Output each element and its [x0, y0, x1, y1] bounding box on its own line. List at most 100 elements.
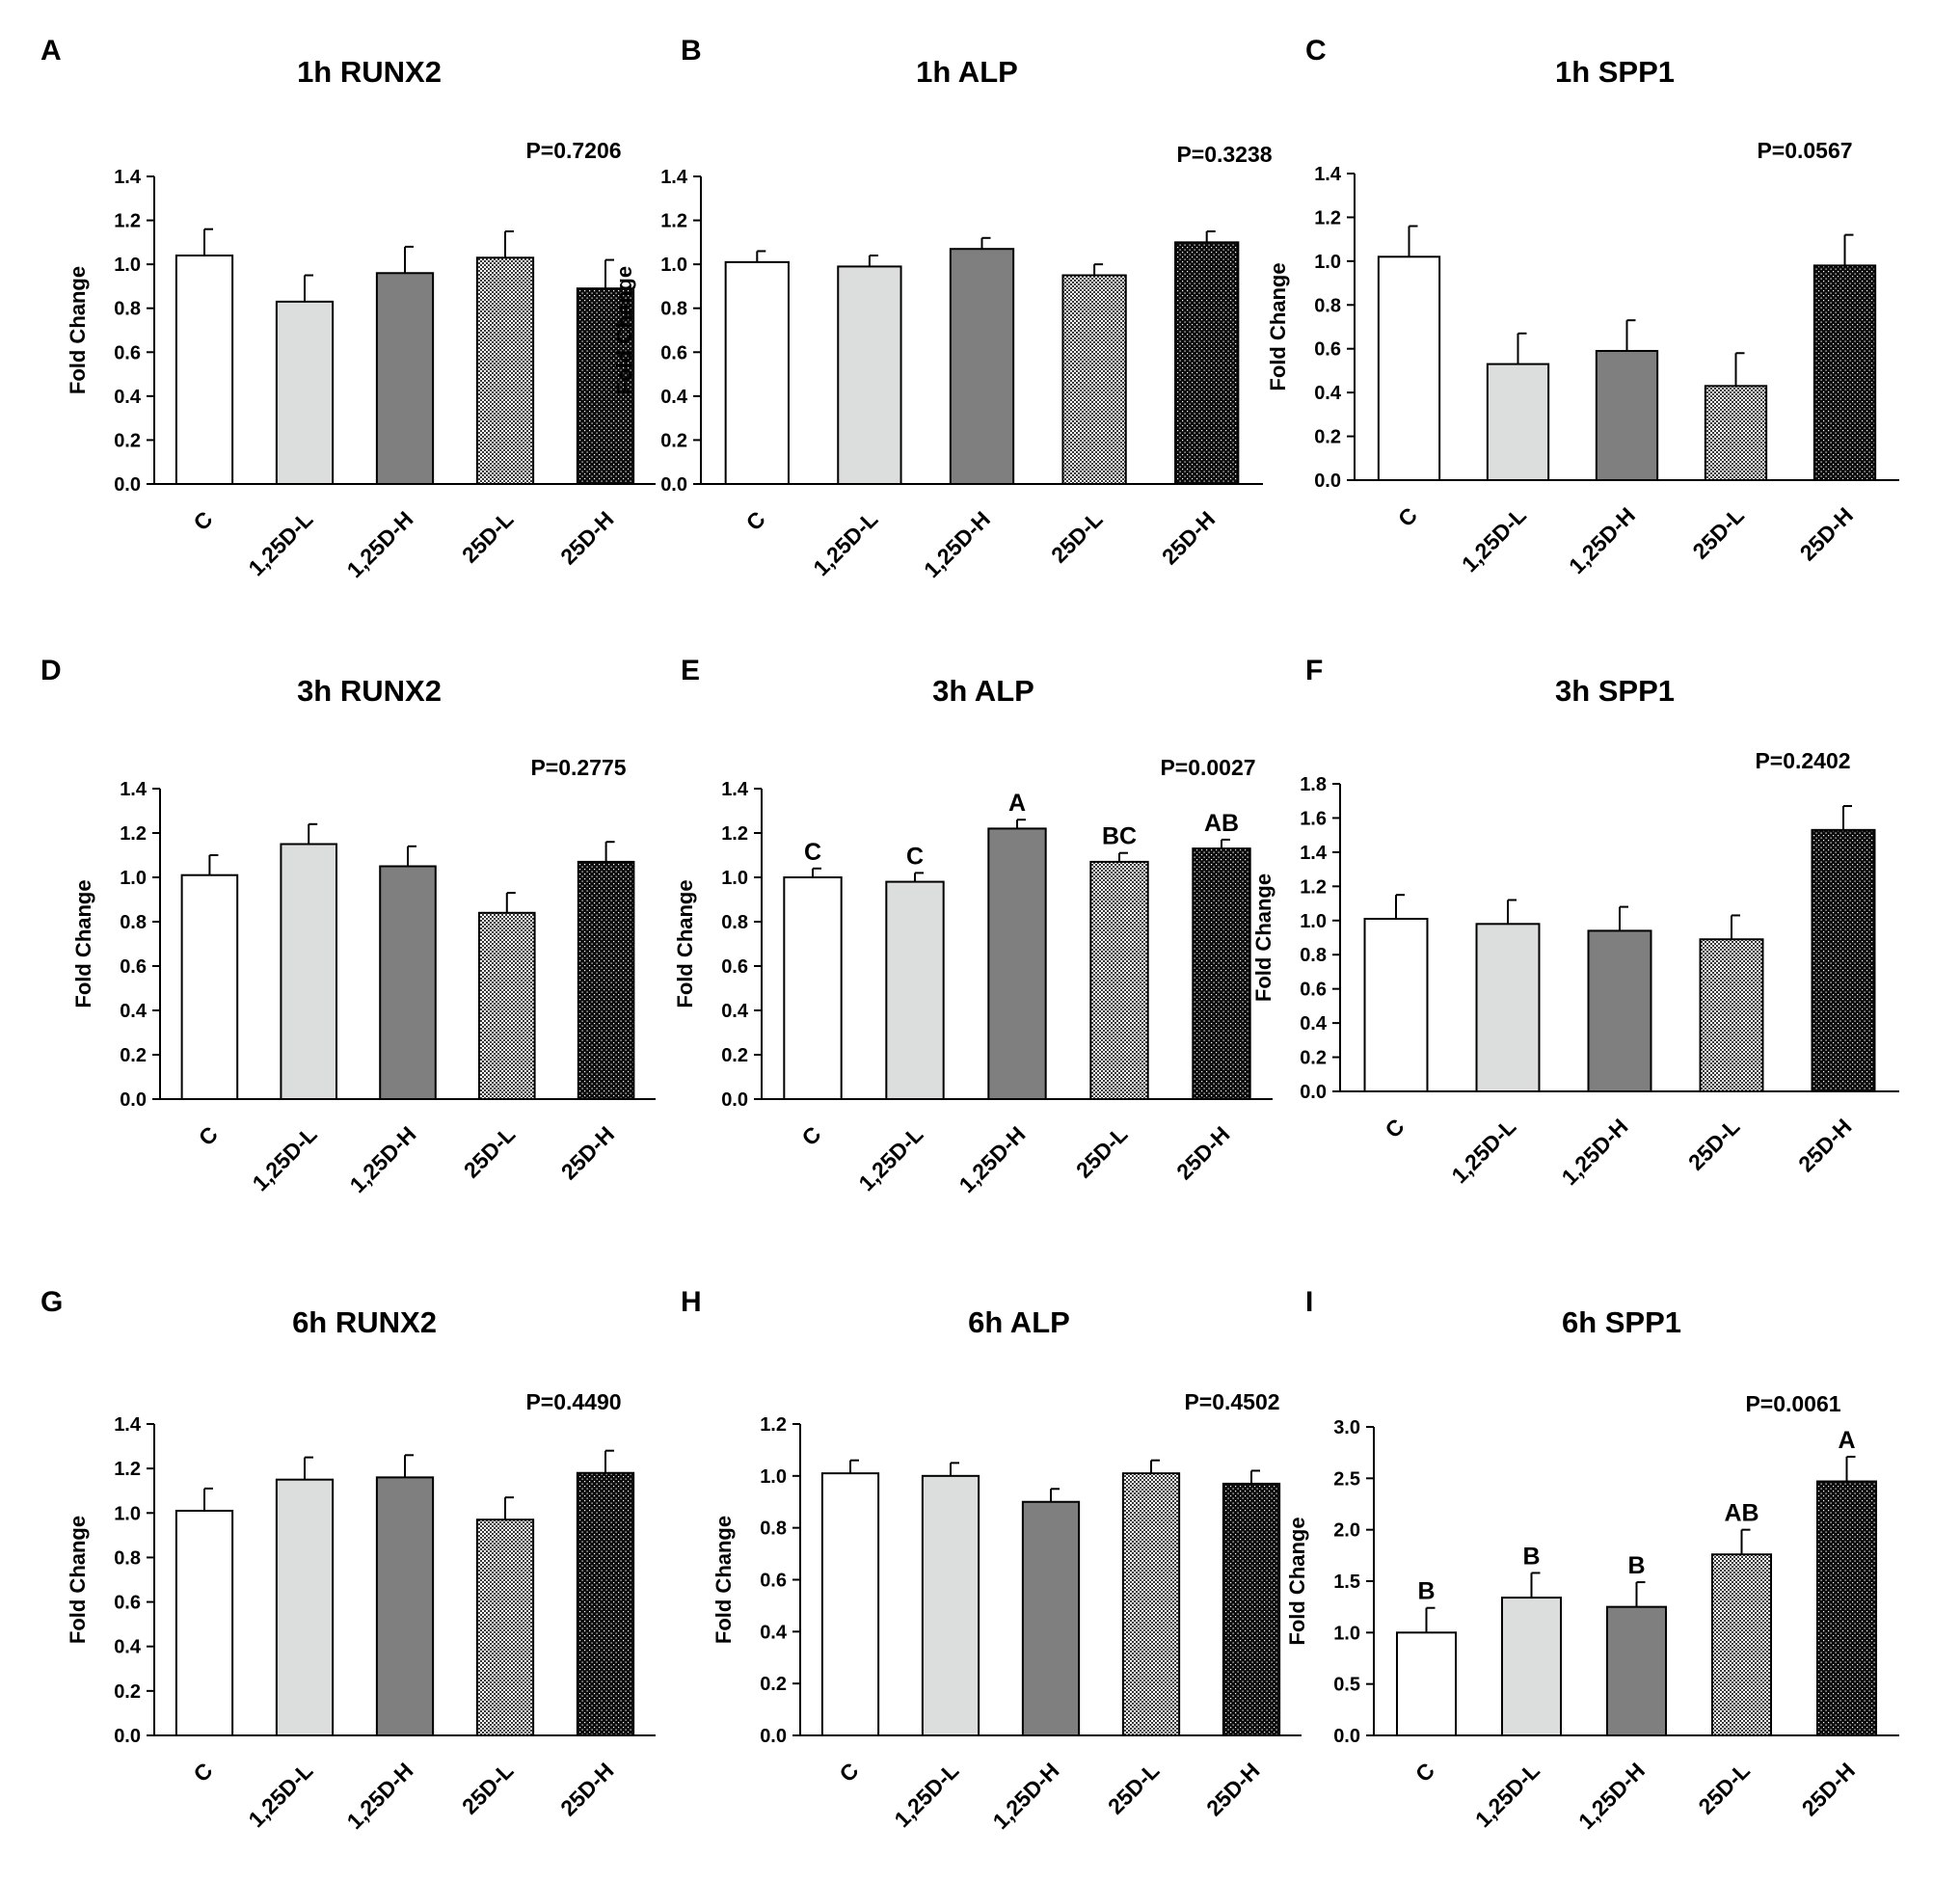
y-tick-label: 0.2	[114, 430, 141, 451]
significance-letter: B	[1522, 1543, 1540, 1570]
y-tick-label: 0.8	[760, 1518, 787, 1540]
y-tick-label: 0.4	[660, 387, 688, 408]
x-tick-label: 25D-H	[1157, 506, 1220, 569]
y-tick-label: 3.0	[1333, 1417, 1360, 1438]
y-tick-label: 1.8	[1300, 774, 1327, 795]
bar-c	[783, 876, 843, 1100]
y-tick-label: 0.6	[721, 956, 748, 978]
bar-c	[724, 260, 790, 485]
p-value-label: P=0.3238	[1176, 142, 1272, 167]
bar-25d-l	[1089, 860, 1149, 1101]
p-value-label: P=0.0567	[1757, 138, 1852, 163]
y-tick-label: 0.8	[1300, 945, 1327, 966]
bar-25d-h	[1222, 1482, 1281, 1736]
significance-letter: C	[906, 843, 924, 870]
x-tick-label: C	[194, 1121, 223, 1150]
y-tick-label: 0.8	[721, 912, 748, 933]
y-tick-label: 1.2	[721, 823, 748, 845]
x-tick-label: 1,25D-H	[1564, 502, 1640, 578]
chart-title: 6h RUNX2	[292, 1305, 437, 1339]
x-tick-label: 1,25D-H	[1573, 1758, 1650, 1834]
x-tick-label: 25D-L	[1103, 1758, 1165, 1819]
bar-25d-h	[1174, 241, 1240, 485]
p-value-label: P=0.4490	[525, 1389, 621, 1414]
bar-1-25d-h	[1021, 1500, 1081, 1736]
y-tick-label: 0.8	[660, 299, 687, 320]
y-tick-label: 0.8	[114, 1547, 141, 1569]
y-axis-label: Fold Change	[66, 1516, 90, 1644]
y-tick-label: 0.4	[760, 1622, 788, 1643]
y-tick-label: 0.0	[114, 474, 141, 496]
x-tick-label: C	[1380, 1114, 1409, 1142]
bar-1-25d-l	[1500, 1597, 1563, 1736]
x-tick-label: 1,25D-L	[1446, 1114, 1520, 1188]
bar-25d-l	[1061, 274, 1127, 485]
bar-c	[1395, 1631, 1458, 1737]
bar-1-25d-h	[987, 827, 1047, 1101]
p-value-label: P=0.4502	[1184, 1389, 1279, 1414]
x-tick-label: 25D-H	[1201, 1758, 1264, 1820]
x-tick-label: 1,25D-L	[1470, 1758, 1544, 1832]
y-tick-label: 0.0	[660, 474, 687, 496]
bar-1-25d-h	[949, 248, 1015, 486]
x-tick-label: 1,25D-H	[342, 1758, 418, 1834]
bar-25d-l	[1699, 938, 1764, 1092]
bar-25d-l	[1704, 385, 1768, 482]
bar-c	[820, 1472, 880, 1737]
x-tick-label: C	[796, 1121, 825, 1150]
y-tick-label: 0.2	[660, 430, 687, 451]
x-tick-label: C	[741, 506, 770, 535]
y-tick-label: 1.0	[114, 1503, 141, 1524]
y-tick-label: 1.0	[1314, 252, 1341, 273]
chart-title: 3h ALP	[932, 674, 1034, 708]
bar-25d-l	[475, 256, 535, 485]
panel-letter: C	[1305, 35, 1327, 67]
x-tick-label: C	[834, 1758, 863, 1787]
y-tick-label: 1.0	[721, 868, 748, 889]
y-tick-label: 0.4	[114, 387, 142, 408]
chart-panel-f: F 3h SPP1 P=0.2402 Fold Change 0.0 0.2 0.4 0.6 0…	[1251, 655, 1899, 1190]
y-tick-label: 1.0	[1333, 1623, 1360, 1644]
y-tick-label: 1.4	[114, 167, 142, 188]
significance-letter: AB	[1204, 810, 1239, 837]
y-tick-label: 0.4	[1314, 383, 1342, 404]
bar-25d-l	[1121, 1472, 1181, 1737]
y-tick-label: 1.2	[1314, 207, 1341, 228]
y-tick-label: 0.5	[1333, 1675, 1360, 1696]
significance-letter: A	[1008, 790, 1026, 817]
bar-c	[1377, 255, 1441, 482]
y-tick-label: 0.0	[1300, 1082, 1327, 1103]
y-tick-label: 0.6	[1300, 980, 1327, 1001]
chart-title: 6h SPP1	[1562, 1305, 1681, 1339]
chart-panel-d: D 3h RUNX2 P=0.2775 Fold Change 0.0 0.2 0.4 0.6…	[40, 655, 656, 1197]
x-tick-label: 1,25D-L	[1457, 502, 1531, 577]
y-tick-label: 0.0	[114, 1726, 141, 1747]
x-tick-label: 1,25D-L	[243, 506, 317, 580]
p-value-label: P=0.0027	[1160, 755, 1255, 780]
y-tick-label: 1.2	[1300, 876, 1327, 898]
y-tick-label: 0.2	[721, 1045, 748, 1066]
y-tick-label: 0.6	[114, 342, 141, 363]
y-tick-label: 0.0	[760, 1726, 787, 1747]
y-axis-label: Fold Change	[66, 266, 90, 394]
y-tick-label: 1.5	[1333, 1572, 1360, 1593]
chart-panel-e: E 3h ALP P=0.0027 Fold Change 0.0 0.2 0.4 0.6 0.…	[673, 655, 1273, 1197]
bar-25d-h	[1815, 1480, 1878, 1736]
bar-1-25d-l	[275, 300, 335, 485]
x-tick-label: 25D-H	[555, 1758, 618, 1820]
x-tick-label: 1,25D-H	[342, 506, 418, 582]
significance-letter: C	[804, 839, 821, 866]
panel-letter: B	[681, 35, 702, 67]
bar-1-25d-h	[1595, 349, 1659, 481]
y-tick-label: 1.6	[1300, 808, 1327, 829]
x-tick-label: C	[188, 506, 217, 535]
y-tick-label: 1.2	[114, 1459, 141, 1480]
significance-letter: B	[1417, 1578, 1435, 1605]
y-axis-label: Fold Change	[712, 1516, 736, 1644]
bar-1-25d-l	[885, 880, 945, 1100]
bar-25d-h	[576, 1471, 635, 1737]
x-tick-label: 1,25D-L	[243, 1758, 317, 1832]
y-tick-label: 0.4	[114, 1637, 142, 1658]
bar-1-25d-h	[1605, 1605, 1668, 1736]
